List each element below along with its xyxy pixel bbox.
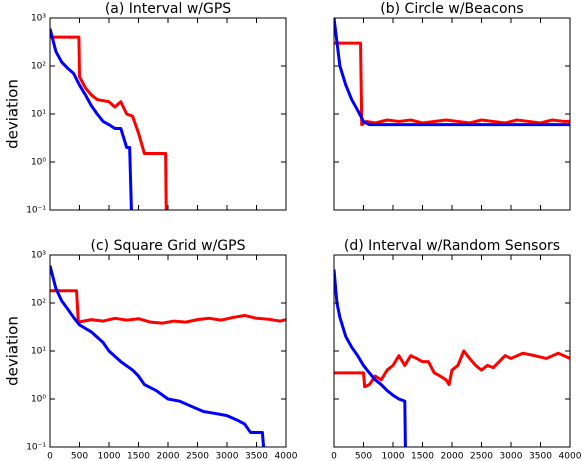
subplot-title: (c) Square Grid w/GPS (91, 238, 246, 254)
y-axis-label: deviation (4, 316, 22, 386)
data-line (334, 269, 407, 447)
y-tick-label: 10¹ (31, 110, 46, 120)
y-tick-label: 10² (31, 299, 46, 309)
data-line (50, 289, 286, 325)
y-tick-label: 10⁰ (31, 158, 46, 168)
y-axis-label: deviation (4, 79, 22, 149)
subplot-title: (a) Interval w/GPS (105, 1, 231, 17)
plot-frame (333, 17, 571, 211)
x-tick-label: 1000 (382, 452, 405, 461)
x-tick-label: 4000 (559, 452, 582, 461)
plot-frame (333, 254, 571, 448)
x-tick-label: 1500 (127, 452, 150, 461)
subplot-title: (d) Interval w/Random Sensors (344, 238, 560, 254)
x-tick-label: 3500 (529, 452, 552, 461)
data-line (50, 35, 168, 210)
x-tick-label: 2000 (441, 452, 464, 461)
x-tick-label: 0 (47, 452, 53, 461)
x-tick-label: 3000 (500, 452, 523, 461)
y-tick-label: 10⁻¹ (26, 443, 46, 453)
data-line (334, 41, 570, 127)
y-tick-label: 10⁻¹ (26, 206, 46, 216)
x-tick-label: 1500 (411, 452, 434, 461)
data-line (334, 349, 570, 389)
data-line (50, 265, 266, 447)
y-tick-label: 10¹ (31, 347, 46, 357)
x-tick-label: 500 (71, 452, 88, 461)
subplot-title: (b) Circle w/Beacons (380, 1, 523, 17)
x-tick-label: 2000 (157, 452, 180, 461)
y-tick-label: 10² (31, 62, 46, 72)
plot-frame (49, 254, 287, 448)
y-tick-label: 10³ (31, 251, 46, 261)
y-tick-label: 10⁰ (31, 395, 46, 405)
x-tick-label: 500 (355, 452, 372, 461)
x-tick-label: 2500 (186, 452, 209, 461)
data-line (334, 18, 570, 127)
x-tick-label: 3000 (216, 452, 239, 461)
x-tick-label: 2500 (470, 452, 493, 461)
x-tick-label: 0 (331, 452, 337, 461)
data-line (50, 28, 133, 210)
x-tick-label: 4000 (275, 452, 298, 461)
y-tick-label: 10³ (31, 14, 46, 24)
x-tick-label: 3500 (245, 452, 268, 461)
plot-frame (49, 17, 287, 211)
x-tick-label: 1000 (98, 452, 121, 461)
